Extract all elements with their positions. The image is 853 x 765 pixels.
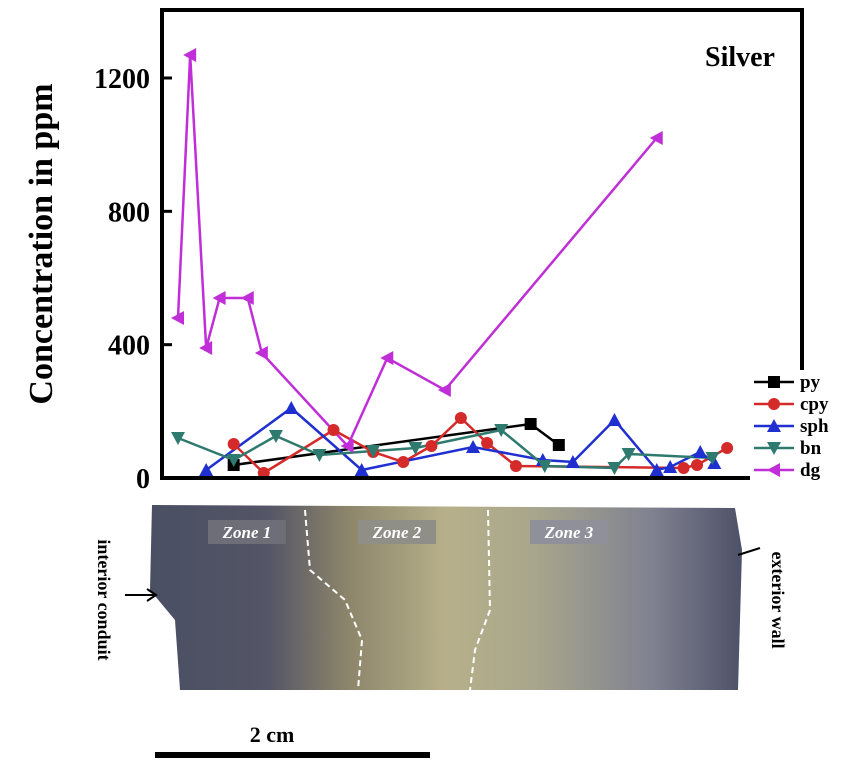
plot-frame [162, 10, 802, 478]
marker [721, 442, 733, 454]
page: {"chart_data": {"type": "line", "title":… [0, 0, 853, 760]
marker [663, 460, 677, 473]
exterior-label: exterior wall [768, 551, 788, 648]
marker [553, 439, 565, 451]
rock-photo: Zone 1 Zone 2 Zone 3 interior conduit ex… [94, 505, 788, 758]
marker [481, 437, 493, 449]
scale-label: 2 cm [250, 722, 295, 747]
marker [455, 412, 467, 424]
marker [397, 456, 409, 468]
y-tick-label: 800 [108, 197, 150, 228]
legend-label: sph [800, 416, 829, 437]
y-tick-label: 0 [136, 464, 150, 495]
zone-label: Zone 2 [372, 523, 422, 542]
marker [607, 413, 621, 426]
marker [678, 462, 690, 474]
marker [241, 291, 254, 305]
zone-label: Zone 1 [222, 523, 272, 542]
legend-label: dg [800, 460, 821, 481]
marker [425, 440, 437, 452]
marker [438, 383, 451, 397]
marker [284, 401, 298, 414]
y-tick-label: 400 [108, 331, 150, 362]
legend-label: bn [800, 438, 822, 459]
marker [380, 351, 393, 365]
series-line [178, 55, 657, 446]
legend-marker [768, 398, 780, 410]
y-tick-label: 1200 [94, 64, 150, 95]
zone-label: Zone 3 [544, 523, 594, 542]
marker [328, 424, 340, 436]
marker [691, 459, 703, 471]
marker [269, 430, 283, 443]
chart: Zone 1 Zone 2 Zone 3 interior conduit ex… [0, 0, 853, 760]
marker [466, 440, 480, 453]
arrow [125, 589, 156, 601]
marker [510, 460, 522, 472]
marker [693, 445, 707, 458]
marker [228, 438, 240, 450]
y-axis-label: Concentration in ppm [23, 83, 60, 404]
legend-label: cpy [800, 394, 829, 415]
marker [525, 418, 537, 430]
scale-bar [155, 752, 430, 758]
interior-label: interior conduit [94, 539, 114, 660]
legend-marker [768, 376, 780, 388]
chart-title: Silver [705, 42, 775, 73]
marker [171, 432, 185, 445]
legend-label: py [800, 372, 821, 393]
